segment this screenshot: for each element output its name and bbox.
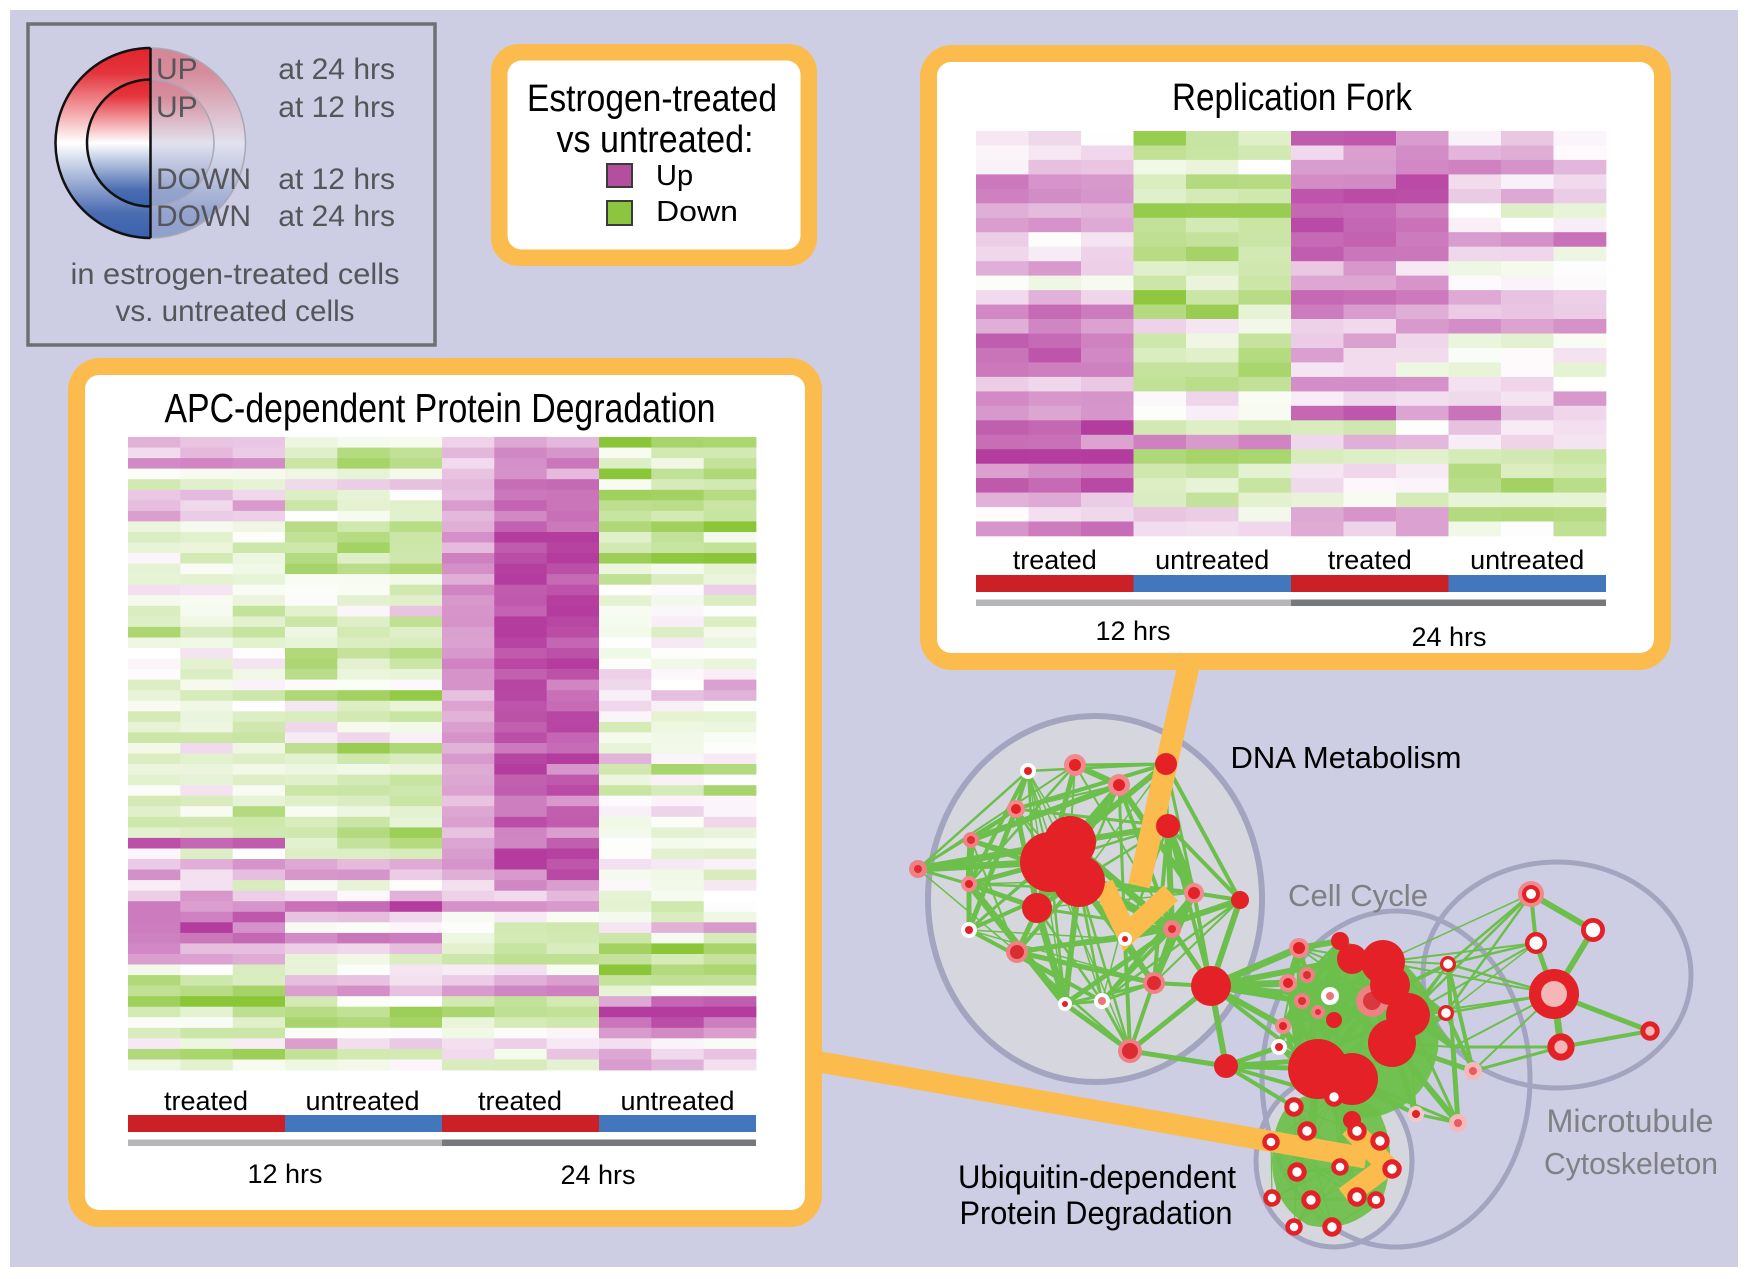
svg-text:treated: treated — [478, 1086, 562, 1116]
svg-text:vs. untreated cells: vs. untreated cells — [116, 295, 355, 328]
svg-text:vs untreated:: vs untreated: — [557, 119, 754, 161]
svg-text:12 hrs: 12 hrs — [1095, 616, 1170, 646]
svg-text:untreated: untreated — [305, 1086, 419, 1116]
svg-text:12 hrs: 12 hrs — [247, 1159, 322, 1189]
svg-text:Estrogen-treated: Estrogen-treated — [527, 78, 777, 120]
svg-text:Up: Up — [656, 160, 693, 192]
svg-text:untreated: untreated — [1155, 545, 1269, 575]
svg-text:Ubiquitin-dependent: Ubiquitin-dependent — [958, 1159, 1236, 1195]
svg-text:UP: UP — [156, 91, 198, 124]
svg-text:DOWN: DOWN — [156, 200, 251, 233]
svg-text:Cell Cycle: Cell Cycle — [1288, 878, 1428, 913]
svg-text:UP: UP — [156, 53, 198, 86]
svg-text:at 24 hrs: at 24 hrs — [278, 200, 395, 233]
svg-text:24 hrs: 24 hrs — [1411, 622, 1486, 652]
svg-text:treated: treated — [1328, 545, 1412, 575]
svg-text:at 24 hrs: at 24 hrs — [278, 53, 395, 86]
svg-text:untreated: untreated — [1470, 545, 1584, 575]
svg-text:Cytoskeleton: Cytoskeleton — [1544, 1146, 1718, 1181]
svg-text:at 12 hrs: at 12 hrs — [278, 91, 395, 124]
svg-text:at 12 hrs: at 12 hrs — [278, 163, 395, 196]
svg-text:treated: treated — [1013, 545, 1097, 575]
svg-text:Down: Down — [656, 196, 738, 228]
svg-text:Protein Degradation: Protein Degradation — [960, 1195, 1233, 1231]
svg-text:treated: treated — [164, 1086, 248, 1116]
svg-text:untreated: untreated — [620, 1086, 734, 1116]
svg-text:in estrogen-treated cells: in estrogen-treated cells — [71, 258, 400, 291]
svg-text:DNA Metabolism: DNA Metabolism — [1231, 740, 1462, 775]
svg-text:DOWN: DOWN — [156, 163, 251, 196]
svg-text:Replication Fork: Replication Fork — [1172, 77, 1413, 119]
svg-text:Microtubule: Microtubule — [1547, 1103, 1714, 1139]
svg-text:24 hrs: 24 hrs — [560, 1160, 635, 1190]
svg-text:APC-dependent Protein Degradat: APC-dependent Protein Degradation — [165, 385, 716, 431]
